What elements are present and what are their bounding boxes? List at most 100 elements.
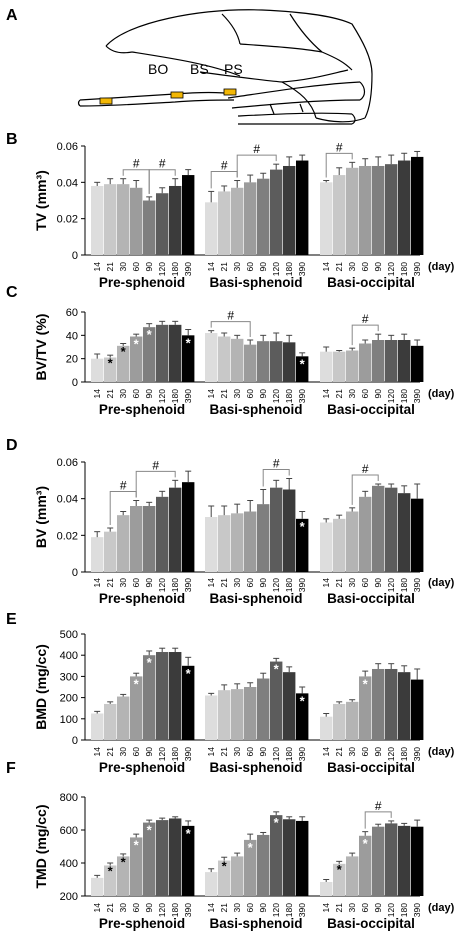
bs-label: BS	[190, 61, 209, 77]
x-tick-label: 120	[386, 262, 396, 276]
x-tick-label: 30	[347, 747, 357, 757]
x-tick-label: 90	[144, 747, 154, 757]
x-tick-label: 180	[399, 262, 409, 276]
x-tick-label: 390	[183, 578, 193, 592]
bar	[359, 165, 372, 255]
x-tick-label: 390	[183, 389, 193, 403]
x-tick-label: 90	[373, 262, 383, 272]
x-tick-label: 90	[258, 578, 268, 588]
bar	[104, 531, 117, 572]
x-tick-label: 390	[183, 262, 193, 276]
x-tick-label: 120	[386, 747, 396, 761]
bar	[91, 713, 104, 740]
bar	[385, 823, 398, 896]
significance-marker: #	[362, 462, 369, 476]
significance-asterisk: *	[147, 823, 153, 838]
bar	[270, 341, 283, 382]
x-tick-label: 180	[170, 747, 180, 761]
x-tick-label: 120	[271, 389, 281, 403]
y-tick-label: 0	[72, 377, 78, 389]
bar	[231, 689, 244, 740]
panel-b-letter: B	[6, 131, 18, 148]
x-tick-label: 120	[271, 578, 281, 592]
x-tick-label: 21	[105, 747, 115, 757]
bar	[333, 175, 346, 255]
y-tick-label: 40	[66, 330, 78, 342]
significance-asterisk: *	[186, 335, 192, 350]
y-tick-label: 400	[60, 858, 78, 870]
x-tick-label: 21	[219, 578, 229, 588]
x-tick-label: 30	[347, 262, 357, 272]
bar	[296, 518, 309, 572]
bar	[333, 351, 346, 382]
x-tick-label: 60	[245, 747, 255, 757]
bar	[244, 687, 257, 740]
x-tick-label: 180	[399, 747, 409, 761]
x-tick-label: 21	[219, 903, 229, 913]
bo-highlight	[99, 97, 113, 105]
significance-marker: #	[221, 159, 228, 173]
x-tick-label: 30	[118, 389, 128, 399]
significance-asterisk: *	[300, 356, 306, 371]
x-tick-label: 390	[297, 747, 307, 761]
y-tick-label: 200	[60, 891, 78, 903]
x-tick-label: 14	[92, 747, 102, 757]
bar	[359, 835, 372, 896]
group-label: Basi-occipital	[327, 760, 415, 775]
bar	[346, 167, 359, 255]
group-label: Pre-sphenoid	[99, 402, 185, 417]
bar	[117, 515, 130, 572]
x-tick-label: 60	[131, 389, 141, 399]
bar	[231, 187, 244, 255]
x-tick-label: 30	[347, 903, 357, 913]
bar	[411, 156, 424, 255]
significance-asterisk: *	[300, 693, 306, 708]
x-tick-label: 14	[206, 389, 216, 399]
bar	[231, 338, 244, 382]
bar	[205, 333, 218, 382]
x-tick-label: 14	[321, 903, 331, 913]
x-tick-label: 390	[412, 389, 422, 403]
x-tick-label: 21	[219, 262, 229, 272]
y-tick-label: 500	[60, 629, 78, 641]
x-tick-label: 60	[360, 389, 370, 399]
panel-d-letter: D	[6, 437, 18, 454]
x-tick-label: 30	[347, 578, 357, 588]
bar	[372, 485, 385, 572]
significance-asterisk: *	[108, 356, 114, 371]
bar	[398, 340, 411, 382]
x-tick-label: 180	[399, 578, 409, 592]
y-tick-label: 0.04	[57, 177, 78, 189]
bar	[296, 693, 309, 740]
x-tick-label: 390	[183, 747, 193, 761]
x-tick-label: 120	[271, 903, 281, 917]
x-tick-label: 14	[92, 578, 102, 588]
x-tick-label: 21	[334, 903, 344, 913]
y-axis-label: BV/TV (%)	[33, 314, 49, 381]
bar	[359, 343, 372, 382]
x-tick-label: 30	[232, 903, 242, 913]
bar	[296, 160, 309, 255]
x-tick-label: 21	[105, 389, 115, 399]
y-tick-label: 200	[60, 693, 78, 705]
significance-asterisk: *	[121, 854, 127, 869]
x-tick-label: 180	[399, 389, 409, 403]
bar	[130, 506, 143, 572]
x-tick-label: 30	[347, 389, 357, 399]
x-tick-label: 390	[412, 578, 422, 592]
bar	[156, 496, 169, 572]
x-tick-label: 180	[170, 389, 180, 403]
bar	[283, 165, 296, 255]
significance-asterisk: *	[274, 815, 280, 830]
bar	[411, 498, 424, 572]
ps-highlight	[223, 88, 237, 96]
bar	[283, 672, 296, 740]
bar	[117, 696, 130, 740]
y-axis-label: TMD (mg/cc)	[33, 805, 49, 889]
bar	[143, 327, 156, 382]
bar	[270, 661, 283, 740]
significance-bracket	[236, 154, 277, 178]
bar	[320, 351, 333, 382]
